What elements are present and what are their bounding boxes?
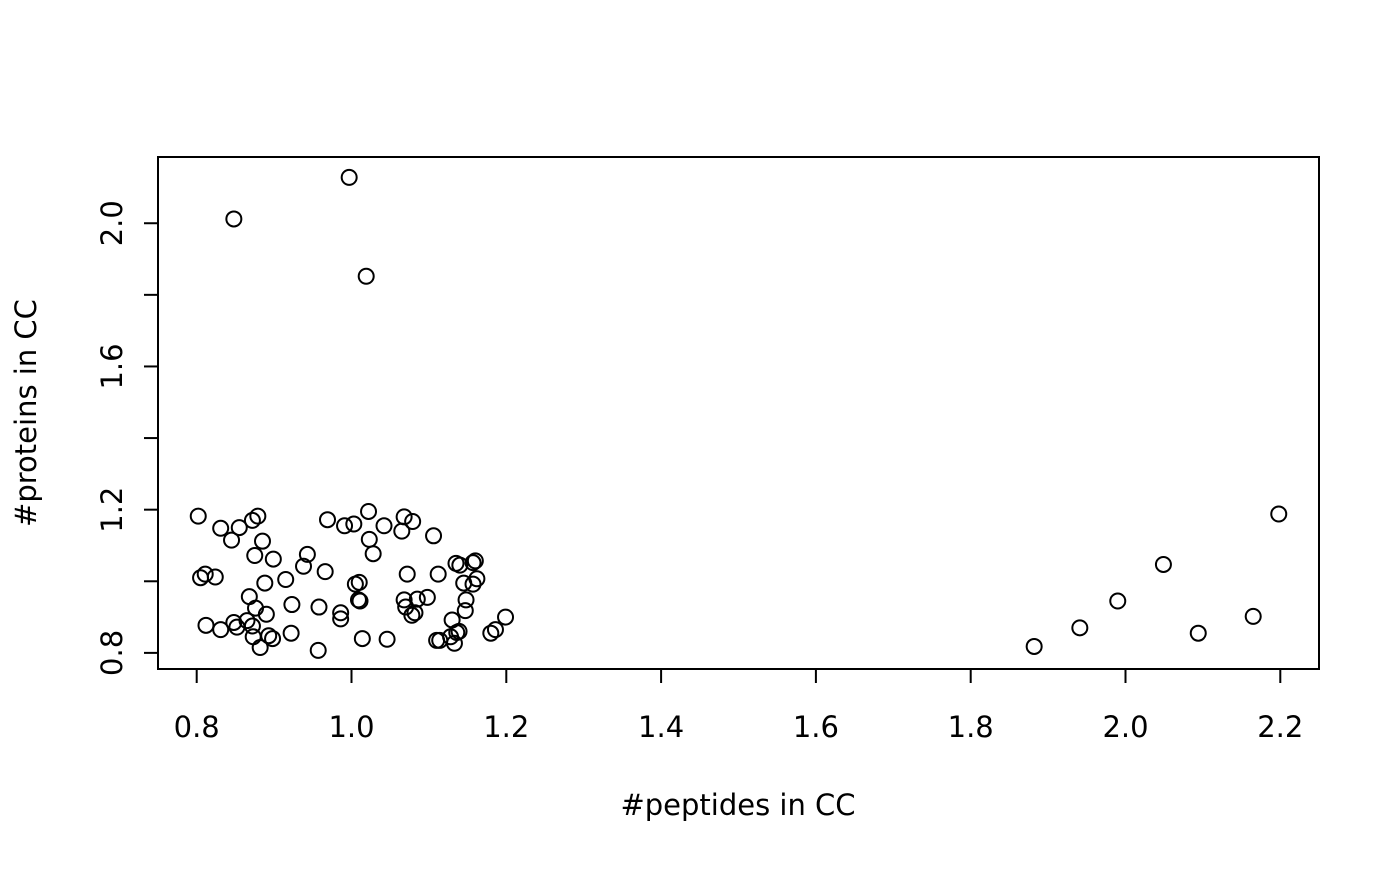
data-point: [1270, 505, 1288, 523]
y-axis-title: #proteins in CC: [9, 299, 43, 527]
data-point: [429, 565, 447, 583]
data-point: [256, 574, 274, 592]
data-point: [243, 511, 261, 529]
data-point: [309, 641, 327, 659]
x-axis-title: #peptides in CC: [620, 788, 855, 822]
y-tick-label: 0.8: [95, 630, 129, 676]
data-point: [246, 547, 264, 565]
y-axis: 0.8 1.2 1.6 2.0: [95, 200, 159, 676]
data-point: [332, 610, 350, 628]
x-tick-label: 1.4: [638, 710, 684, 744]
data-point: [238, 612, 256, 630]
data-point: [468, 570, 486, 588]
data-point: [482, 624, 500, 642]
y-tick-label: 1.6: [95, 343, 129, 389]
data-point: [378, 630, 396, 648]
plot-frame: [157, 156, 1320, 670]
data-point: [240, 588, 258, 606]
data-point: [425, 527, 443, 545]
data-point: [243, 617, 261, 635]
data-point: [319, 511, 337, 529]
data-point: [1109, 592, 1127, 610]
data-point: [345, 515, 363, 533]
data-point: [464, 554, 482, 572]
data-point: [1244, 607, 1262, 625]
data-point: [464, 575, 482, 593]
data-point: [212, 519, 230, 537]
data-point: [264, 550, 282, 568]
data-point: [1189, 624, 1207, 642]
data-point: [418, 588, 436, 606]
data-point: [364, 545, 382, 563]
data-point: [196, 565, 214, 583]
data-point: [340, 168, 358, 186]
x-tick-label: 2.2: [1257, 710, 1303, 744]
data-point: [456, 602, 474, 620]
x-tick-label: 1.6: [793, 710, 839, 744]
data-point: [225, 613, 243, 631]
data-point: [277, 570, 295, 588]
data-point: [336, 517, 354, 535]
data-point: [1071, 619, 1089, 637]
x-axis: 0.8 1.0 1.2 1.4 1.6 1.8 2.0 2.2: [174, 668, 1303, 744]
data-point: [310, 598, 328, 616]
x-tick-label: 2.0: [1102, 710, 1148, 744]
data-point: [351, 592, 369, 610]
data-point: [230, 519, 248, 537]
x-tick-label: 1.8: [948, 710, 994, 744]
data-point: [404, 512, 422, 530]
data-point: [332, 604, 350, 622]
data-point: [260, 627, 278, 645]
data-point: [353, 630, 371, 648]
y-tick-label: 1.2: [95, 487, 129, 533]
data-point: [223, 531, 241, 549]
data-point: [445, 634, 463, 652]
data-point: [395, 591, 413, 609]
data-point: [497, 608, 515, 626]
x-tick-label: 1.2: [483, 710, 529, 744]
data-point: [350, 573, 368, 591]
data-point: [189, 507, 207, 525]
data-point: [244, 628, 262, 646]
data-point: [375, 517, 393, 535]
data-point: [486, 621, 504, 639]
data-point: [249, 507, 267, 525]
data-point: [212, 621, 230, 639]
x-tick-label: 0.8: [174, 710, 220, 744]
data-point: [298, 545, 316, 563]
data-point: [225, 210, 243, 228]
data-point: [451, 556, 469, 574]
data-point: [264, 630, 282, 648]
data-point: [316, 563, 334, 581]
data-point: [282, 624, 300, 642]
data-point: [403, 606, 421, 624]
data-point: [295, 557, 313, 575]
data-point: [192, 569, 210, 587]
data-point: [206, 568, 224, 586]
data-point: [395, 508, 413, 526]
data-point: [251, 639, 269, 657]
data-point: [357, 267, 375, 285]
data-point: [197, 616, 215, 634]
data-point: [1154, 555, 1172, 573]
data-point: [466, 552, 484, 570]
data-points: [189, 168, 1288, 659]
data-point: [398, 565, 416, 583]
data-point: [457, 591, 475, 609]
data-point: [253, 532, 271, 550]
data-point: [257, 605, 275, 623]
data-point: [408, 590, 426, 608]
x-tick-label: 1.0: [328, 710, 374, 744]
data-point: [360, 530, 378, 548]
data-point: [360, 502, 378, 520]
data-point: [1025, 637, 1043, 655]
y-tick-label: 2.0: [95, 200, 129, 246]
data-point: [283, 596, 301, 614]
data-point: [450, 622, 468, 640]
